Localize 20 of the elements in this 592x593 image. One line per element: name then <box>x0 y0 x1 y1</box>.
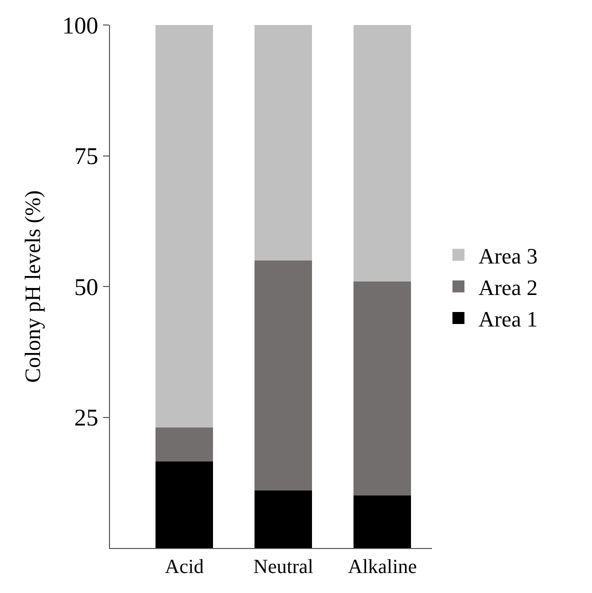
legend-label: Area 2 <box>478 274 538 300</box>
legend-label: Area 1 <box>478 306 538 332</box>
bar <box>354 496 412 548</box>
x-tick-label: Neutral <box>253 556 314 578</box>
bar <box>254 25 312 260</box>
y-tick-label: 50 <box>74 274 98 301</box>
bar <box>254 490 312 548</box>
y-tick-label: 75 <box>74 144 98 170</box>
bar <box>156 25 214 428</box>
bar <box>254 260 312 490</box>
bar <box>156 428 214 462</box>
y-tick-label: 100 <box>62 13 98 40</box>
bar <box>156 462 214 548</box>
y-tick-label: 25 <box>74 406 98 432</box>
x-tick-label: Acid <box>164 556 204 578</box>
legend-label: Area 3 <box>478 243 538 268</box>
bar <box>354 25 412 282</box>
x-tick-label: Alkaline <box>348 556 418 578</box>
y-axis-title: Colony pH levels (%) <box>20 190 45 383</box>
bar <box>354 281 412 496</box>
